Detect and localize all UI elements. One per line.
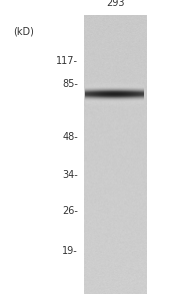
Text: 34-: 34- <box>62 170 78 181</box>
Text: 48-: 48- <box>62 131 78 142</box>
Text: 293: 293 <box>106 0 125 8</box>
Text: 19-: 19- <box>62 245 78 256</box>
Text: (kD): (kD) <box>13 26 34 37</box>
Text: 117-: 117- <box>56 56 78 67</box>
Text: 26-: 26- <box>62 206 78 217</box>
Text: 85-: 85- <box>62 79 78 89</box>
